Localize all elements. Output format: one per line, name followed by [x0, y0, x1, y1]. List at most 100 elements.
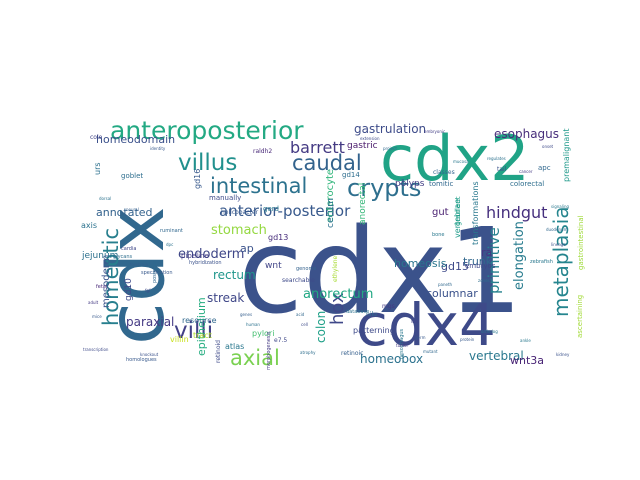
word-raldh2: raldh2 — [253, 148, 272, 155]
word-e7-5: e7.5 — [274, 337, 287, 344]
word-cdx2: cdx2 — [380, 122, 530, 195]
word-cecum: cecum — [326, 198, 336, 228]
word-wnt: wnt — [265, 261, 282, 271]
word-patterning: patterning — [353, 326, 395, 335]
word-gerd: gerd — [263, 205, 279, 213]
word-paneth: paneth — [438, 282, 453, 287]
word-transformations: transformations — [471, 181, 480, 245]
word-genes: genes — [240, 312, 252, 317]
word-hybridization: hybridization — [189, 260, 222, 266]
word-epithelium: epithelium — [195, 297, 208, 356]
word-oesophagus: oesophagus — [399, 328, 405, 359]
word-villi: villi — [174, 318, 213, 344]
word-cardia: cardia — [121, 246, 136, 252]
word-ortholog: ortholog — [481, 329, 498, 334]
word-knockout: knockout — [140, 352, 159, 357]
word-esophagus: esophagus — [494, 127, 559, 141]
word-metaplasia: metaplasia — [549, 206, 573, 317]
word-wnt3a: wnt3a — [510, 354, 544, 367]
word-germ: germ — [415, 335, 426, 340]
word-hindgut: hindgut — [486, 203, 547, 222]
word-bone: bone — [432, 232, 444, 238]
word-axial: axial — [230, 346, 280, 370]
word-polyps: polyps — [395, 179, 425, 189]
word-gd14: gd14 — [342, 171, 360, 179]
word-ra: ra — [481, 246, 492, 259]
word-searchable: searchable — [282, 277, 315, 284]
word-gastric: gastric — [347, 141, 378, 151]
word-extension: extension — [360, 136, 380, 141]
word-acid: acid — [296, 312, 305, 317]
word-mgs: mgs — [382, 303, 395, 310]
word-fgf: fgf — [145, 288, 151, 293]
word-glycans: glycans — [113, 254, 133, 260]
word-tract: tract — [193, 331, 212, 340]
word-embryonic: embryonic — [424, 129, 445, 134]
word-endoderm: endoderm — [178, 247, 244, 262]
word-jejunum: jejunum — [81, 251, 118, 261]
word-crypts: crypts — [347, 174, 421, 202]
word-gastrulation: gastrulation — [354, 122, 426, 136]
word-ruminant: ruminant — [160, 228, 183, 234]
word-apc: apc — [538, 164, 551, 172]
word-duodenum: duodenum — [546, 227, 568, 232]
word-gd15: gd15 — [441, 260, 469, 273]
word-classes: classes — [433, 169, 455, 176]
word-posterior: posterior — [152, 260, 158, 283]
word-hox: hox — [327, 292, 348, 325]
word-cancer: cancer — [519, 169, 533, 174]
word-villus: villus — [178, 150, 237, 176]
word-vertebrae: vertebrae — [453, 199, 462, 238]
word-paraxial: paraxial — [126, 315, 174, 329]
word-dpc: dpc — [166, 242, 173, 247]
word-atlas: atlas — [225, 342, 244, 351]
word-trunk: trunk — [463, 255, 493, 268]
word-identity: identity — [150, 146, 166, 151]
word-retinoid: retinoid — [215, 340, 222, 363]
word-streak: streak — [207, 291, 244, 305]
word-ankle: ankle — [520, 338, 531, 343]
word-caudal: caudal — [292, 151, 362, 175]
word-homeosis: homeosis — [394, 257, 447, 270]
word-cdx1: cdx1 — [238, 202, 523, 340]
word-ethylene: ethylene — [332, 255, 339, 282]
word-lineage: lineage — [551, 242, 566, 247]
word-anorectal: anorectal — [358, 183, 368, 225]
word-resource: resource — [182, 316, 217, 325]
word-genome: genome — [296, 266, 316, 272]
word-villin: villin — [170, 335, 189, 344]
word-retinoic: retinoic — [341, 350, 364, 357]
word-anteroposterior: anteroposterior — [110, 116, 304, 145]
word-axis: axis — [81, 221, 97, 230]
word-tumor: tumor — [396, 343, 408, 348]
word-kidney: kidney — [556, 352, 570, 357]
word-onset: onset — [542, 144, 554, 149]
word-gd13: gd13 — [268, 233, 288, 242]
word-goblet: goblet — [121, 172, 143, 180]
word-ascertaining: ascertaining — [576, 295, 584, 338]
word-cdx4: cdx4 — [356, 291, 496, 359]
word-mice: mice — [92, 314, 102, 319]
word-colo: colo — [90, 134, 103, 141]
word-pipeline: pipeline — [181, 252, 209, 260]
word-helicobacter: helicobacter — [221, 209, 259, 216]
word-cell: cell — [301, 322, 308, 327]
word-loss: loss — [411, 319, 419, 324]
word-anterior-posterior: anterior-posterior — [219, 202, 351, 220]
word-forebrain: forebrain — [130, 262, 149, 267]
word-pylori: pylori — [252, 329, 274, 338]
word-database: database — [346, 309, 369, 315]
word-enterocyte: enterocyte — [325, 169, 336, 223]
word-anorectum: anorectum — [303, 287, 373, 302]
word-protein: protein — [460, 337, 475, 342]
word-tail: tail — [497, 166, 507, 173]
word-signaling: signaling — [551, 204, 569, 209]
word-zebrafish: zebrafish — [530, 259, 553, 265]
word-homeotic: homeotic — [99, 228, 123, 326]
word-nilu: nilu — [366, 311, 377, 318]
word-barrett: barrett — [290, 138, 345, 157]
word-annotated: annotated — [96, 206, 153, 219]
word-gd16: gd16 — [193, 169, 202, 189]
